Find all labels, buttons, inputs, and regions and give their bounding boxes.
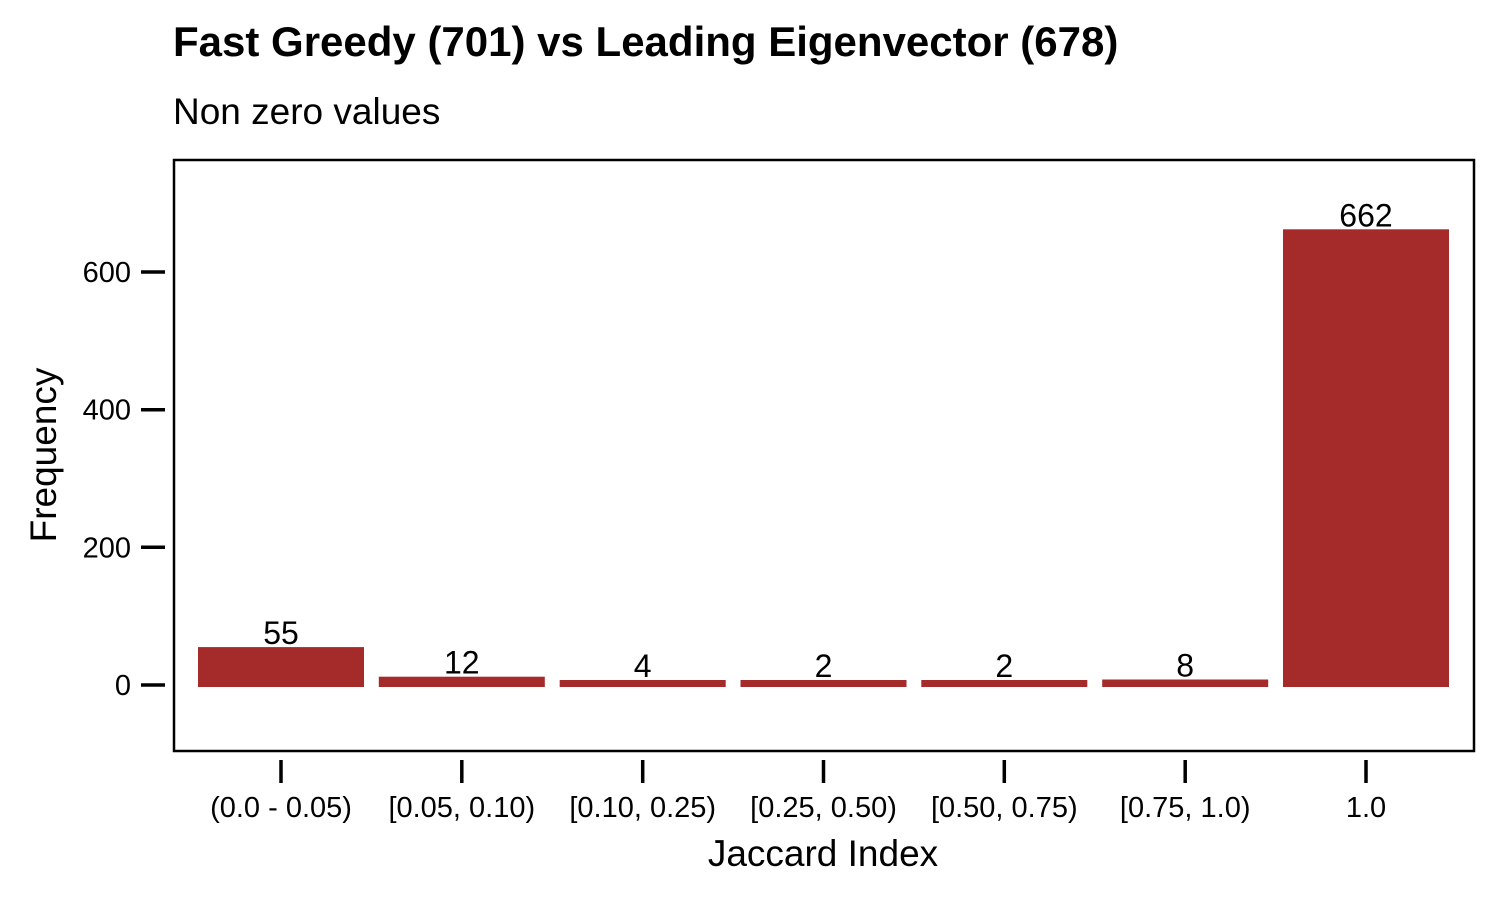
y-tick-label-3: 600 <box>83 257 131 289</box>
bar-3 <box>740 680 907 687</box>
bar-value-label-5: 8 <box>1176 648 1194 684</box>
bar-0 <box>198 647 364 687</box>
chart-subtitle: Non zero values <box>173 91 441 132</box>
bar-value-label-0: 55 <box>263 615 299 651</box>
y-tick-label-2: 400 <box>83 395 131 427</box>
bar-1 <box>378 676 545 687</box>
x-tick-label-3: [0.25, 0.50) <box>750 792 897 824</box>
y-axis-title: Frequency <box>23 367 64 542</box>
chart-title: Fast Greedy (701) vs Leading Eigenvector… <box>173 18 1119 65</box>
x-tick-label-5: [0.75, 1.0) <box>1120 792 1251 824</box>
x-axis: (0.0 - 0.05) [0.05, 0.10) [0.10, 0.25) [0.2… <box>210 760 1386 824</box>
x-tick-label-2: [0.10, 0.25) <box>569 792 716 824</box>
bar-5 <box>1102 679 1269 687</box>
bars-layer: 55 12 4 2 2 8 662 <box>198 197 1449 688</box>
bar-4 <box>921 680 1088 687</box>
bar-value-label-2: 4 <box>634 648 652 684</box>
bar-value-label-6: 662 <box>1339 197 1392 233</box>
bar-6 <box>1283 229 1449 688</box>
plot-frame <box>172 158 1476 753</box>
x-axis-title: Jaccard Index <box>708 833 939 874</box>
x-tick-label-1: [0.05, 0.10) <box>388 792 535 824</box>
y-tick-label-1: 200 <box>83 532 131 564</box>
x-tick-label-4: [0.50, 0.75) <box>931 792 1078 824</box>
bar-value-label-3: 2 <box>815 648 833 684</box>
bar-2 <box>559 680 726 687</box>
x-tick-label-0: (0.0 - 0.05) <box>210 792 352 824</box>
bar-value-label-1: 12 <box>444 645 480 681</box>
x-tick-label-6: 1.0 <box>1346 792 1386 824</box>
y-axis: 0 200 400 600 <box>83 257 165 702</box>
bar-value-label-4: 2 <box>995 648 1013 684</box>
y-tick-label-0: 0 <box>115 670 131 702</box>
